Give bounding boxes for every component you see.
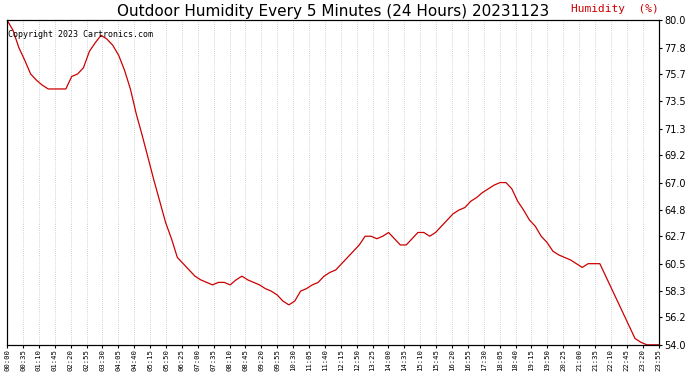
Text: Copyright 2023 Cartronics.com: Copyright 2023 Cartronics.com — [8, 30, 153, 39]
Title: Outdoor Humidity Every 5 Minutes (24 Hours) 20231123: Outdoor Humidity Every 5 Minutes (24 Hou… — [117, 4, 549, 19]
Text: Humidity  (%): Humidity (%) — [571, 4, 658, 14]
